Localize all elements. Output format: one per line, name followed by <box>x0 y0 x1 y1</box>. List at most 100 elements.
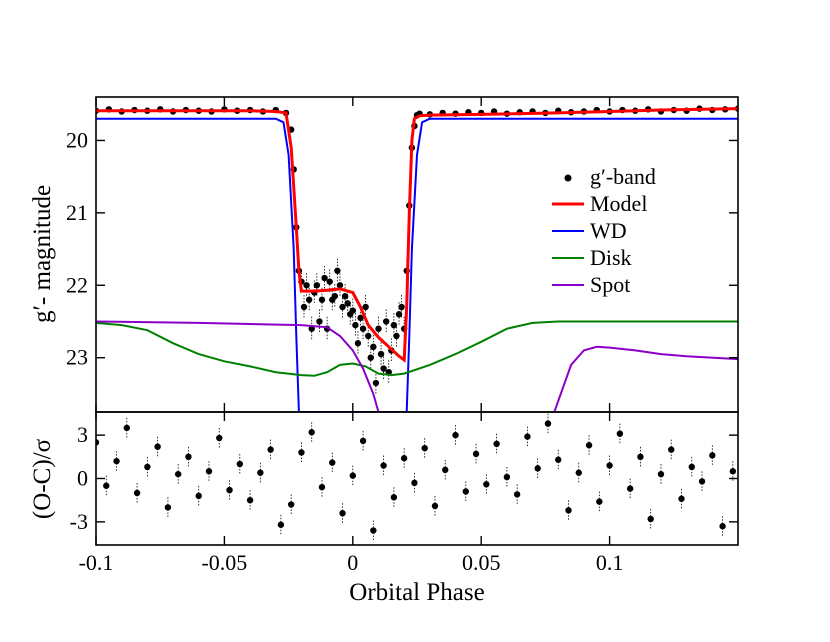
residual-point <box>657 470 665 478</box>
data-point <box>308 325 315 332</box>
data-point <box>316 318 323 325</box>
legend-label: Disk <box>590 245 632 270</box>
residual-point <box>185 453 192 461</box>
y-tick-label: 0 <box>77 466 88 491</box>
residual-point <box>411 479 418 487</box>
y-tick-label: -3 <box>70 509 88 534</box>
data-point <box>380 365 387 372</box>
data-point <box>334 267 341 274</box>
residual-point <box>729 468 737 475</box>
residual-point <box>349 472 356 479</box>
residual-point <box>462 488 469 495</box>
data-point <box>398 303 405 311</box>
x-tick-label: 0 <box>347 550 358 575</box>
residual-point <box>164 504 172 511</box>
residual-point <box>277 521 285 528</box>
residual-point <box>195 492 202 500</box>
residual-point <box>359 437 367 445</box>
residual-point <box>390 494 398 501</box>
data-point <box>367 354 374 361</box>
residual-point <box>709 452 716 459</box>
residual-point <box>205 468 213 475</box>
data-point <box>362 303 369 311</box>
data-point <box>313 282 321 289</box>
residual-point <box>513 491 521 498</box>
data-point <box>365 332 372 340</box>
residual-point <box>483 481 490 488</box>
residual-point <box>544 420 552 427</box>
data-point <box>339 303 346 311</box>
series-line-model <box>96 107 738 363</box>
residual-point <box>626 485 634 492</box>
data-point <box>326 278 333 285</box>
residual-point <box>493 440 500 448</box>
residual-point <box>524 433 531 440</box>
y-tick-label: 23 <box>66 345 88 370</box>
residual-point <box>452 431 459 439</box>
legend-label: g′-band <box>590 164 656 189</box>
residual-point <box>226 486 233 494</box>
data-point <box>300 303 308 311</box>
residual-point <box>606 462 613 469</box>
residual-point <box>555 456 562 463</box>
residual-point <box>637 453 644 461</box>
data-point <box>393 332 400 340</box>
light-curve-panel: 20 21 22 23 g′- magnitude <box>29 96 739 413</box>
residual-point <box>503 473 511 481</box>
data-point <box>318 296 326 303</box>
data-point <box>372 379 380 387</box>
data-point <box>352 321 359 329</box>
residual-point <box>421 444 428 452</box>
residual-point <box>472 450 480 458</box>
residual-point <box>370 527 377 534</box>
data-point <box>344 300 351 307</box>
y-tick-label: 22 <box>66 272 88 297</box>
residual-point <box>103 482 110 489</box>
residual-point <box>113 457 120 465</box>
residuals-panel: 3 0 -3 (O-C)/σ <box>29 411 739 546</box>
x-tick-label: 0.05 <box>462 550 501 575</box>
legend-label: Model <box>590 191 647 216</box>
y-tick-label: 21 <box>66 200 88 225</box>
residual-point <box>287 501 295 508</box>
data-point <box>354 340 362 347</box>
residual-point <box>585 442 593 449</box>
x-tick-label: 0.1 <box>596 550 624 575</box>
residual-point <box>400 455 408 462</box>
residual-point <box>257 469 264 476</box>
data-point <box>331 292 339 300</box>
data-point <box>303 282 310 289</box>
residual-point <box>216 434 223 442</box>
residual-point <box>565 507 572 514</box>
residual-point <box>534 465 541 472</box>
data-point <box>341 292 349 300</box>
residual-point <box>154 443 161 450</box>
residual-point <box>616 430 624 437</box>
data-point <box>321 274 328 282</box>
residual-point <box>688 463 695 471</box>
x-axis-title: Orbital Phase <box>349 579 484 606</box>
residual-point <box>380 462 387 469</box>
data-point <box>390 321 398 329</box>
residual-point <box>246 496 254 504</box>
residual-point <box>318 483 326 491</box>
top-y-axis-title: g′- magnitude <box>29 185 56 323</box>
data-point <box>395 311 403 318</box>
residual-point <box>678 495 685 502</box>
residual-point <box>236 460 244 468</box>
legend-label: WD <box>590 218 627 243</box>
legend-marker <box>564 174 572 182</box>
series-line-spot <box>96 320 738 412</box>
x-axis: -0.1 -0.05 0 0.05 0.1 <box>79 97 624 575</box>
data-point <box>382 318 390 325</box>
y-tick-label: 3 <box>77 422 88 447</box>
residual-point <box>267 446 274 453</box>
residual-point <box>329 459 336 466</box>
data-point <box>305 296 313 303</box>
residual-point <box>339 509 346 517</box>
residual-point <box>431 502 439 510</box>
residual-point <box>575 469 582 476</box>
x-tick-label: -0.1 <box>79 550 114 575</box>
data-point <box>357 314 364 322</box>
